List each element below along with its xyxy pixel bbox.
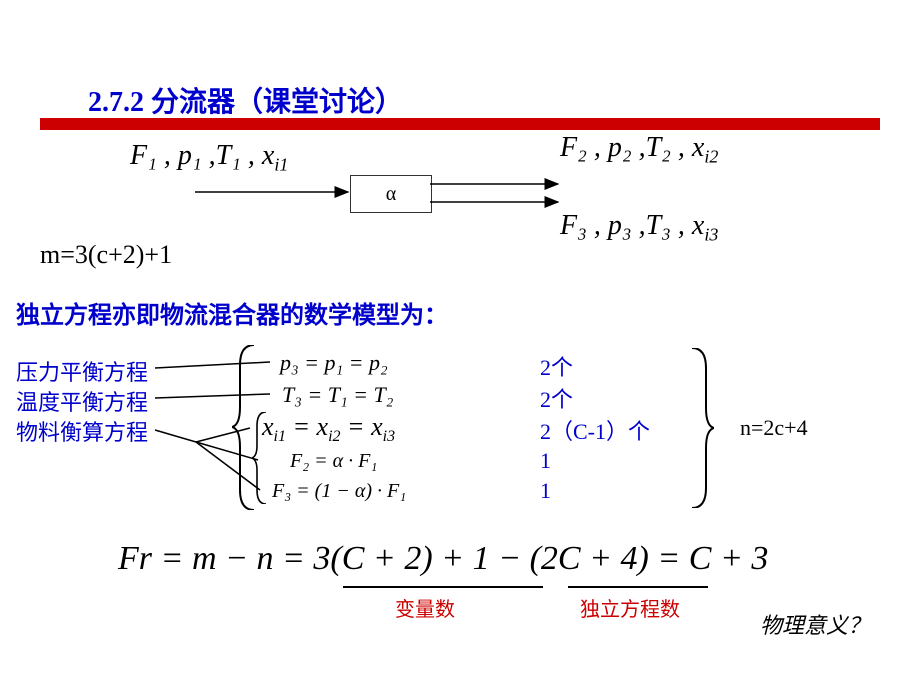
m-equation: m=3(c+2)+1	[40, 240, 172, 270]
material-label: 物料衡算方程	[16, 415, 148, 447]
physical-meaning: 物理意义？	[760, 608, 870, 640]
count-5: 1	[540, 478, 551, 504]
stream-out-top-label: F₂ , p₂ ,T₂ , xi2	[560, 132, 718, 168]
n-equation: n=2c+4	[740, 415, 808, 441]
eqn-count-label: 独立方程数	[580, 593, 680, 622]
stream-in-label: F₁ , p₁ ,T₁ , xi1	[130, 140, 288, 176]
temperature-label: 温度平衡方程	[16, 385, 148, 417]
eq-f3: F₃ = (1 − α) · F₁	[272, 480, 406, 503]
pressure-label: 压力平衡方程	[16, 355, 148, 387]
count-4: 1	[540, 448, 551, 474]
eq-temperature: T₃ = T₁ = T₂	[282, 382, 393, 408]
model-heading: 独立方程亦即物流混合器的数学模型为：	[16, 295, 448, 330]
divider-bar	[40, 118, 880, 130]
eq-pressure: p₃ = p₁ = p₂	[280, 350, 388, 376]
eq-composition: xi1 = xi2 = xi3	[262, 412, 395, 446]
count-1: 2个	[540, 350, 573, 382]
count-3: 2（C-1）个	[540, 414, 650, 446]
underline-m	[343, 586, 543, 588]
right-brace	[688, 348, 714, 508]
underline-n	[568, 586, 708, 588]
var-count-label: 变量数	[395, 593, 455, 622]
section-title: 2.7.2 分流器（课堂讨论）	[88, 80, 403, 120]
fr-equation: Fr = m − n = 3(C + 2) + 1 − (2C + 4) = C…	[118, 540, 768, 578]
stream-out-bottom-label: F₃ , p₃ ,T₃ , xi3	[560, 210, 718, 246]
splitter-box: α	[350, 175, 432, 213]
eq-f2: F₂ = α · F₁	[290, 450, 377, 473]
count-2: 2个	[540, 382, 573, 414]
